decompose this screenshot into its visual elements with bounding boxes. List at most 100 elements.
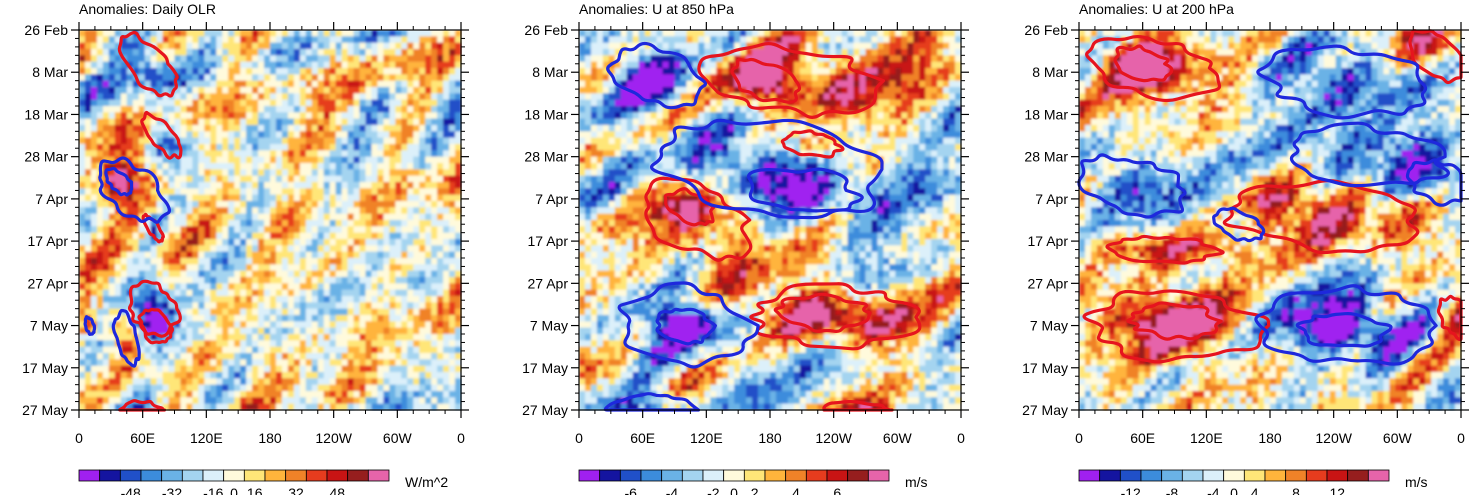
field-cell	[347, 321, 355, 329]
field-cell	[389, 308, 396, 316]
field-cell	[443, 131, 450, 139]
field-cell	[317, 87, 325, 94]
field-cell	[311, 220, 319, 227]
field-cell	[192, 169, 199, 177]
field-cell	[353, 403, 361, 411]
field-cell	[305, 125, 313, 132]
field-cell	[347, 308, 355, 316]
field-cell	[180, 118, 188, 126]
field-cell	[413, 36, 420, 44]
field-cell	[84, 321, 92, 329]
field-cell	[102, 346, 110, 354]
field-cell	[281, 175, 289, 183]
field-cell	[79, 144, 86, 151]
field-cell	[132, 137, 140, 145]
field-cell	[150, 359, 158, 367]
field-cell	[228, 270, 235, 278]
field-cell	[437, 144, 444, 151]
field-cell	[150, 194, 158, 202]
field-cell	[425, 340, 432, 348]
field-cell	[389, 87, 396, 94]
field-cell	[228, 188, 235, 196]
field-cell	[829, 118, 837, 126]
field-cell	[132, 207, 140, 215]
field-cell	[299, 188, 307, 196]
field-cell	[407, 99, 414, 107]
field-cell	[353, 220, 361, 227]
field-cell	[323, 169, 331, 177]
field-cell	[437, 226, 444, 234]
field-cell	[686, 106, 694, 113]
field-cell	[293, 87, 301, 94]
field-cell	[198, 156, 205, 164]
field-cell	[258, 49, 265, 56]
field-cell	[96, 194, 104, 202]
field-cell	[341, 334, 349, 341]
field-cell	[234, 353, 241, 360]
field-cell	[770, 42, 777, 50]
field-cell	[114, 346, 122, 354]
field-cell	[889, 42, 896, 50]
field-cell	[264, 61, 271, 69]
field-cell	[347, 315, 355, 322]
field-cell	[186, 327, 194, 335]
field-cell	[287, 270, 295, 278]
field-cell	[216, 61, 223, 69]
field-cell	[931, 80, 938, 88]
field-cell	[823, 42, 831, 50]
field-cell	[401, 207, 408, 215]
field-cell	[126, 163, 134, 170]
field-cell	[650, 49, 658, 56]
field-cell	[419, 150, 426, 158]
field-cell	[317, 277, 325, 284]
field-cell	[841, 93, 849, 101]
field-cell	[395, 131, 402, 139]
field-cell	[650, 87, 658, 94]
field-cell	[240, 296, 247, 303]
field-cell	[955, 106, 962, 113]
field-cell	[335, 49, 343, 56]
field-cell	[341, 315, 349, 322]
field-cell	[281, 239, 289, 246]
field-cell	[114, 61, 122, 69]
field-cell	[329, 150, 337, 158]
field-cell	[96, 334, 104, 341]
field-cell	[431, 251, 438, 259]
field-cell	[431, 327, 438, 335]
field-cell	[455, 258, 462, 265]
field-cell	[84, 99, 92, 107]
field-cell	[746, 74, 753, 82]
field-cell	[150, 93, 158, 101]
field-cell	[216, 87, 223, 94]
field-cell	[216, 232, 223, 240]
field-cell	[329, 131, 337, 139]
field-cell	[443, 150, 450, 158]
field-cell	[252, 232, 259, 240]
field-cell	[84, 353, 92, 360]
field-cell	[443, 42, 450, 50]
field-cell	[84, 403, 92, 411]
field-cell	[407, 87, 414, 94]
field-cell	[407, 201, 414, 208]
field-cell	[138, 340, 146, 348]
field-cell	[365, 93, 373, 101]
field-cell	[311, 302, 319, 310]
field-cell	[246, 49, 253, 56]
field-cell	[216, 397, 223, 405]
field-cell	[698, 61, 705, 69]
field-cell	[389, 106, 396, 113]
field-cell	[365, 384, 373, 392]
field-cell	[234, 194, 241, 202]
field-cell	[431, 99, 438, 107]
field-cell	[275, 359, 283, 367]
field-cell	[955, 87, 962, 94]
field-cell	[817, 80, 825, 88]
field-cell	[90, 270, 98, 278]
field-cell	[431, 365, 438, 373]
field-cell	[258, 321, 265, 329]
field-cell	[114, 42, 122, 50]
field-cell	[437, 68, 444, 75]
field-cell	[347, 74, 355, 82]
field-cell	[222, 207, 229, 215]
field-cell	[210, 258, 217, 265]
